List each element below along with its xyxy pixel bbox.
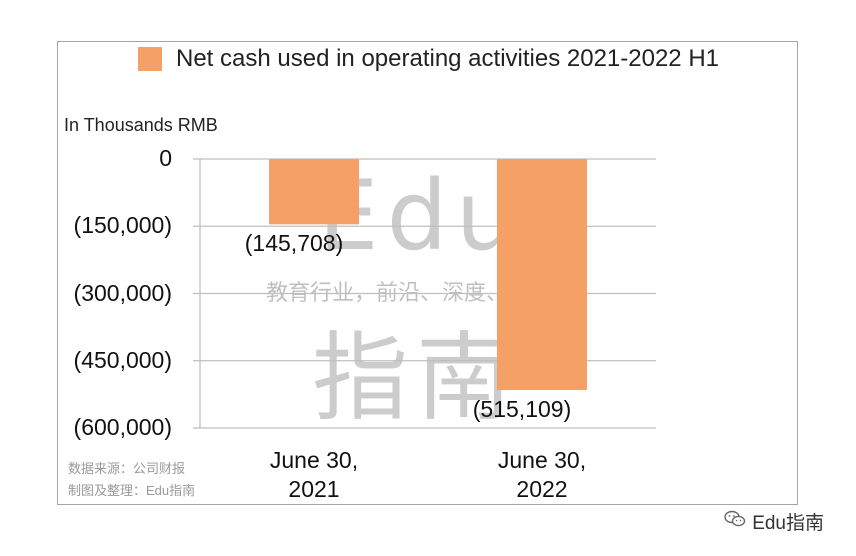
y-tick-label: 0 bbox=[159, 145, 172, 171]
data-label: (145,708) bbox=[244, 230, 344, 257]
x-category-label-line: 2021 bbox=[288, 476, 340, 502]
x-category-label-line: June 30, bbox=[269, 447, 359, 473]
x-category-label: June 30, 2021 bbox=[224, 446, 404, 504]
footer-brand: Edu指南 bbox=[724, 508, 824, 535]
bar bbox=[497, 159, 587, 390]
y-tick-label: (150,000) bbox=[73, 212, 172, 239]
x-category-label-line: June 30, bbox=[497, 447, 587, 473]
legend-label: Net cash used in operating activities 20… bbox=[176, 45, 719, 72]
y-axis-unit-label: In Thousands RMB bbox=[64, 115, 218, 135]
y-tick-label: (600,000) bbox=[73, 414, 172, 440]
legend-swatch bbox=[138, 47, 162, 71]
source-line-2: 制图及整理：Edu指南 bbox=[68, 483, 196, 498]
footer-brand-label: Edu指南 bbox=[752, 513, 824, 534]
x-category-label-line: 2022 bbox=[516, 476, 568, 502]
x-category-label: June 30, 2022 bbox=[452, 446, 632, 504]
legend: Net cash used in operating activities 20… bbox=[138, 44, 719, 74]
y-tick-label: (450,000) bbox=[73, 346, 172, 373]
chart-frame bbox=[57, 41, 798, 505]
wechat-icon bbox=[724, 510, 746, 534]
data-label: (515,109) bbox=[472, 395, 572, 422]
source-line-1: 数据来源：公司财报 bbox=[68, 461, 186, 476]
bar bbox=[269, 159, 359, 225]
y-tick-label: (300,000) bbox=[73, 279, 172, 306]
watermark-zhinan: 指南 bbox=[312, 322, 520, 434]
